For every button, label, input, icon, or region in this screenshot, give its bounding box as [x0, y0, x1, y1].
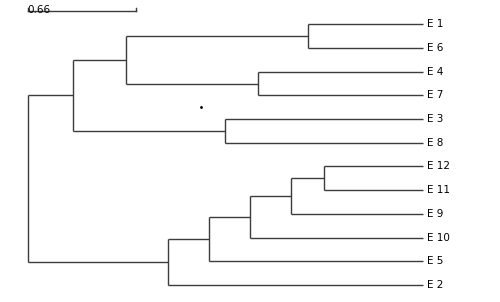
Text: 0.66: 0.66	[28, 5, 50, 15]
Text: E 9: E 9	[427, 209, 444, 219]
Text: E 2: E 2	[427, 280, 444, 290]
Text: E 7: E 7	[427, 90, 444, 100]
Text: E 4: E 4	[427, 67, 444, 77]
Text: E 5: E 5	[427, 256, 444, 266]
Text: E 12: E 12	[427, 162, 450, 172]
Text: E 1: E 1	[427, 19, 444, 29]
Text: E 6: E 6	[427, 43, 444, 53]
Text: E 8: E 8	[427, 138, 444, 148]
Text: E 3: E 3	[427, 114, 444, 124]
Text: E 11: E 11	[427, 185, 450, 195]
Text: E 10: E 10	[427, 233, 450, 243]
